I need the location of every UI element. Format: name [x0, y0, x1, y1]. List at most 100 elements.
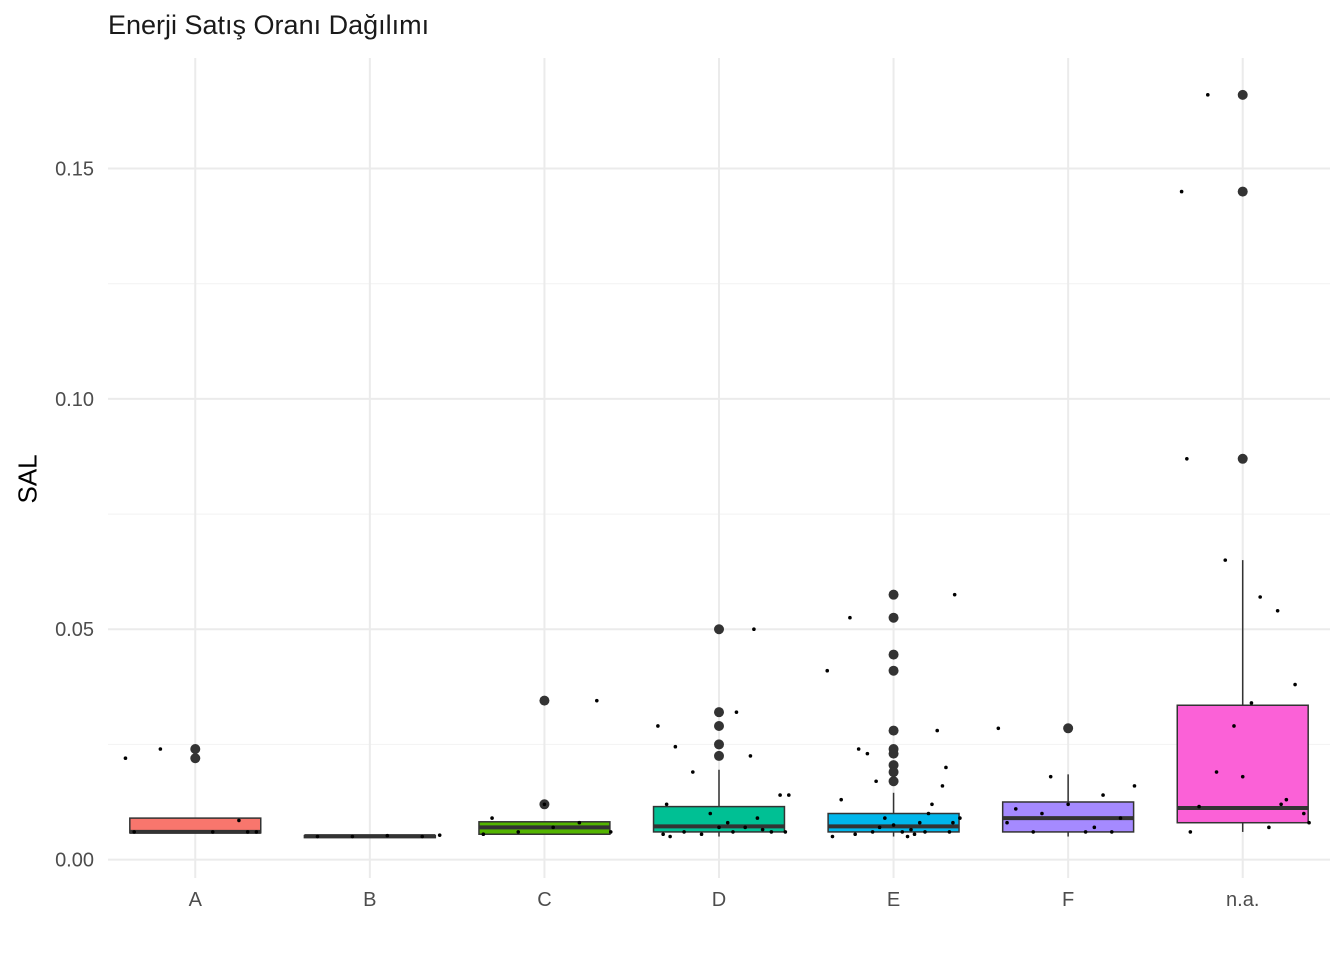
jitter-point — [930, 802, 934, 807]
jitter-point — [909, 827, 913, 832]
jitter-point — [1092, 825, 1097, 830]
x-tick-label: E — [887, 889, 900, 911]
x-tick-label: A — [189, 889, 203, 911]
jitter-point — [1109, 830, 1114, 834]
outlier-point — [888, 767, 899, 778]
box-E — [827, 812, 960, 833]
jitter-point — [481, 832, 486, 837]
jitter-point — [132, 830, 136, 834]
jitter-point — [783, 830, 788, 834]
outlier-point — [888, 665, 899, 676]
x-tick-label: F — [1062, 889, 1074, 911]
jitter-point — [661, 832, 665, 837]
outlier-point — [539, 695, 550, 706]
jitter-point — [1240, 774, 1245, 779]
jitter-point — [385, 833, 390, 838]
jitter-point — [951, 820, 955, 825]
chart-title: Enerji Satış Oranı Dağılımı — [108, 10, 430, 40]
jitter-point — [760, 827, 765, 832]
outlier-point — [714, 739, 724, 750]
x-tick-label: n.a. — [1226, 889, 1259, 911]
jitter-point — [608, 830, 613, 834]
jitter-point — [1118, 816, 1123, 820]
jitter-point — [1066, 802, 1070, 807]
jitter-point — [778, 793, 782, 797]
jitter-point — [1188, 830, 1193, 834]
jitter-point — [551, 825, 555, 830]
jitter-point — [853, 832, 857, 837]
jitter-point — [1197, 804, 1201, 809]
jitter-point — [1101, 793, 1105, 797]
jitter-point — [699, 832, 704, 837]
jitter-point — [830, 834, 835, 839]
jitter-point — [516, 830, 521, 834]
outlier-point — [190, 744, 201, 755]
jitter-point — [1249, 701, 1254, 705]
outlier-point — [888, 649, 899, 660]
jitter-point — [490, 816, 494, 820]
jitter-point — [870, 830, 875, 834]
jitter-point — [1048, 774, 1053, 779]
jitter-point — [1232, 724, 1236, 728]
jitter-point — [958, 816, 962, 820]
jitter-point — [900, 830, 905, 834]
jitter-point — [210, 830, 215, 834]
jitter-point — [944, 765, 948, 770]
jitter-point — [935, 728, 940, 733]
jitter-point — [743, 825, 747, 830]
y-tick-label: 0.05 — [55, 619, 94, 641]
jitter-point — [237, 818, 241, 823]
jitter-point — [947, 830, 952, 834]
jitter-point — [748, 754, 753, 758]
outlier-point — [888, 760, 899, 771]
outlier-point — [190, 753, 201, 764]
y-tick-label: 0.15 — [55, 159, 94, 181]
jitter-point — [437, 833, 442, 837]
jitter-point — [912, 832, 917, 837]
jitter-point — [668, 834, 672, 839]
jitter-point — [848, 615, 852, 620]
jitter-point — [865, 751, 870, 756]
jitter-point — [839, 797, 843, 802]
jitter-point — [1083, 830, 1088, 834]
y-tick-label: 0.10 — [55, 389, 94, 411]
jitter-point — [952, 592, 957, 597]
jitter-point — [708, 811, 713, 816]
jitter-point — [1267, 825, 1271, 830]
jitter-point — [1005, 820, 1009, 825]
jitter-point — [926, 811, 931, 816]
jitter-point — [1284, 797, 1289, 802]
jitter-point — [825, 668, 830, 673]
jitter-point — [315, 834, 320, 839]
jitter-point — [1185, 456, 1189, 461]
jitter-point — [787, 793, 791, 797]
jitter-point — [1279, 802, 1283, 807]
outlier-point — [714, 750, 724, 761]
jitter-point — [595, 698, 599, 703]
outlier-point — [888, 776, 899, 787]
jitter-point — [1258, 595, 1262, 599]
jitter-point — [752, 627, 756, 632]
jitter-point — [1307, 820, 1311, 825]
jitter-point — [717, 825, 721, 830]
outlier-point — [1237, 186, 1248, 197]
jitter-point — [1040, 811, 1044, 816]
jitter-point — [1013, 807, 1018, 811]
jitter-point — [996, 726, 1001, 731]
jitter-point — [682, 830, 686, 834]
jitter-point — [158, 747, 163, 751]
jitter-point — [577, 820, 582, 825]
jitter-point — [420, 834, 425, 839]
jitter-point — [923, 830, 927, 834]
jitter-point — [891, 823, 896, 827]
jitter-point — [856, 747, 861, 751]
box-n.a. — [1176, 704, 1309, 824]
jitter-point — [691, 770, 695, 774]
jitter-point — [917, 820, 922, 825]
jitter-point — [1275, 609, 1280, 613]
jitter-point — [254, 830, 259, 834]
jitter-point — [755, 816, 760, 820]
outlier-point — [888, 589, 899, 600]
